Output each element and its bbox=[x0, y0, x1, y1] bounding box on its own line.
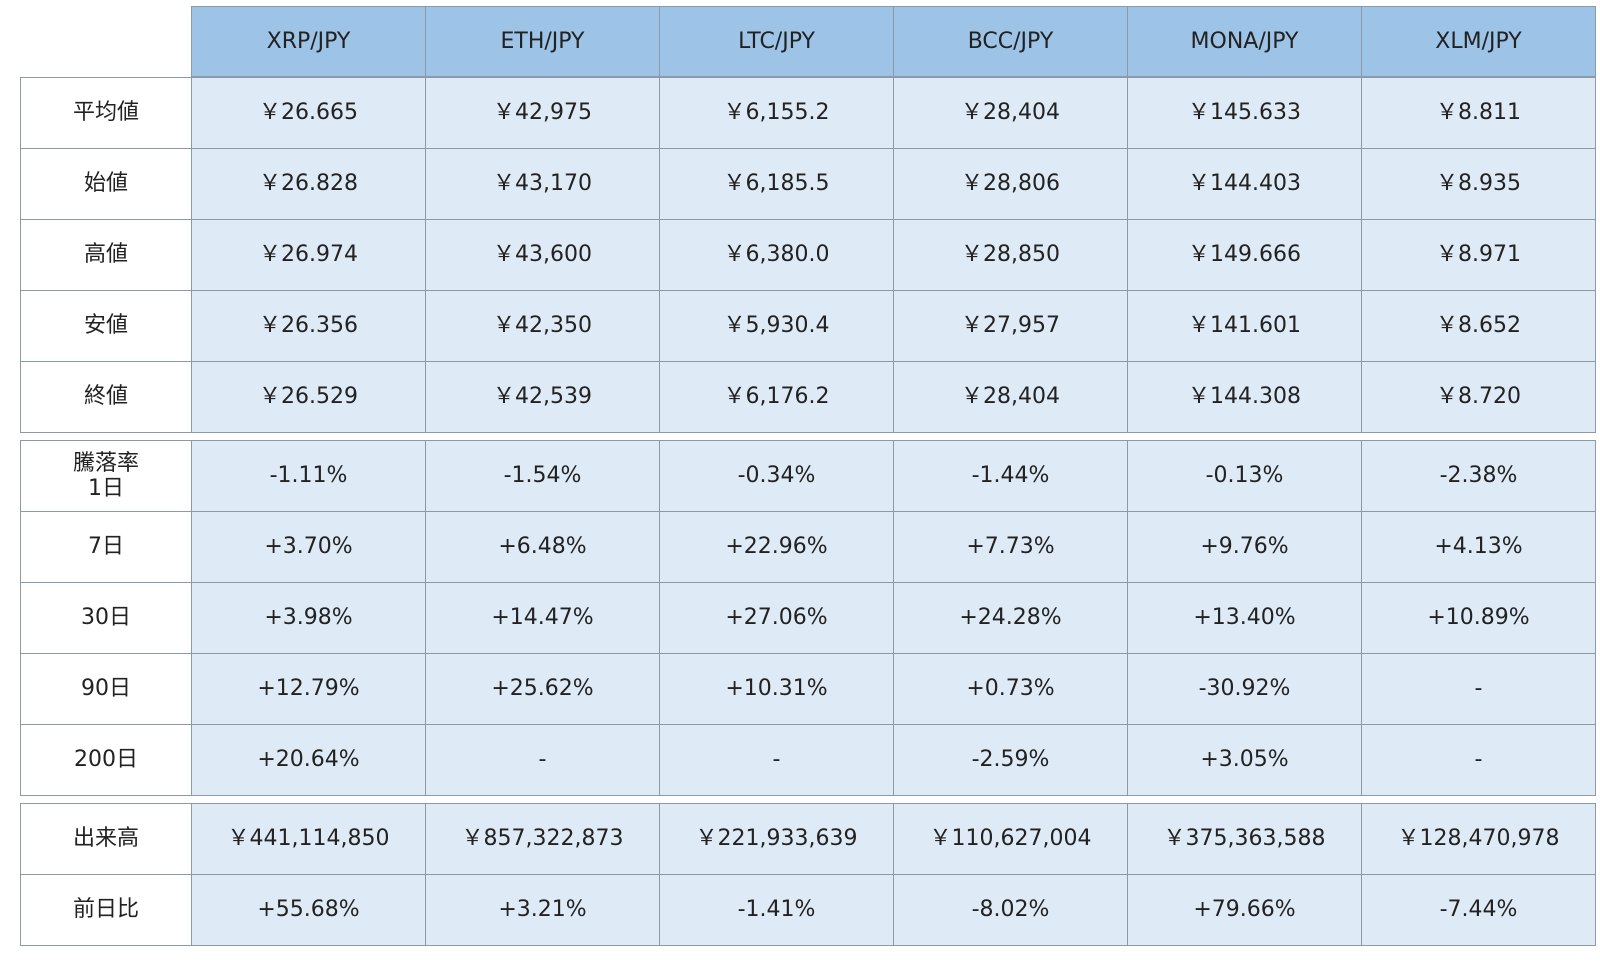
table-cell: ￥375,363,588 bbox=[1127, 803, 1362, 875]
table-cell: +22.96% bbox=[659, 511, 894, 583]
table-cell: +9.76% bbox=[1127, 511, 1362, 583]
table-cell: ￥26.665 bbox=[191, 77, 426, 149]
table-cell: ￥6,155.2 bbox=[659, 77, 894, 149]
table-cell: ￥441,114,850 bbox=[191, 803, 426, 875]
table-cell: ￥8.652 bbox=[1361, 290, 1596, 362]
table-cell: ￥8.935 bbox=[1361, 148, 1596, 220]
table-cell: ￥42,539 bbox=[425, 361, 660, 433]
column-header: MONA/JPY bbox=[1127, 6, 1362, 77]
row-label: 7日 bbox=[20, 511, 192, 583]
column-header: ETH/JPY bbox=[425, 6, 660, 77]
row-label: 200日 bbox=[20, 724, 192, 796]
table-cell: -0.34% bbox=[659, 440, 894, 512]
table-cell: ￥28,850 bbox=[893, 219, 1128, 291]
table-cell: ￥8.971 bbox=[1361, 219, 1596, 291]
column-header: XRP/JPY bbox=[191, 6, 426, 77]
row-label: 出来高 bbox=[20, 803, 192, 875]
table-cell: - bbox=[659, 724, 894, 796]
table-cell: +24.28% bbox=[893, 582, 1128, 654]
row-label: 騰落率 1日 bbox=[20, 440, 192, 512]
row-label: 安値 bbox=[20, 290, 192, 362]
row-label: 始値 bbox=[20, 148, 192, 220]
table-cell: -30.92% bbox=[1127, 653, 1362, 725]
table-cell: -1.11% bbox=[191, 440, 426, 512]
table-cell: +3.05% bbox=[1127, 724, 1362, 796]
table-cell: +3.98% bbox=[191, 582, 426, 654]
table-cell: ￥42,975 bbox=[425, 77, 660, 149]
table-cell: +3.21% bbox=[425, 874, 660, 946]
table-cell: +0.73% bbox=[893, 653, 1128, 725]
table-cell: ￥149.666 bbox=[1127, 219, 1362, 291]
table-cell: ￥128,470,978 bbox=[1361, 803, 1596, 875]
column-header: BCC/JPY bbox=[893, 6, 1128, 77]
table-cell: ￥6,185.5 bbox=[659, 148, 894, 220]
table-cell: +20.64% bbox=[191, 724, 426, 796]
table-cell: -1.54% bbox=[425, 440, 660, 512]
table-cell: ￥26.356 bbox=[191, 290, 426, 362]
table-cell: ￥6,176.2 bbox=[659, 361, 894, 433]
table-cell: +55.68% bbox=[191, 874, 426, 946]
table-cell: - bbox=[1361, 653, 1596, 725]
table-cell: ￥144.308 bbox=[1127, 361, 1362, 433]
table-cell: ￥221,933,639 bbox=[659, 803, 894, 875]
table-cell: ￥27,957 bbox=[893, 290, 1128, 362]
table-cell: +10.31% bbox=[659, 653, 894, 725]
table-cell: +6.48% bbox=[425, 511, 660, 583]
table-cell: ￥43,170 bbox=[425, 148, 660, 220]
table-cell: +3.70% bbox=[191, 511, 426, 583]
table-cell: ￥26.828 bbox=[191, 148, 426, 220]
table-cell: -7.44% bbox=[1361, 874, 1596, 946]
row-label: 90日 bbox=[20, 653, 192, 725]
row-label: 高値 bbox=[20, 219, 192, 291]
table-cell: +10.89% bbox=[1361, 582, 1596, 654]
table-cell: ￥28,404 bbox=[893, 361, 1128, 433]
table-cell: -1.41% bbox=[659, 874, 894, 946]
table-cell: - bbox=[425, 724, 660, 796]
table-cell: ￥6,380.0 bbox=[659, 219, 894, 291]
row-label: 終値 bbox=[20, 361, 192, 433]
table-cell: +7.73% bbox=[893, 511, 1128, 583]
table-cell: ￥141.601 bbox=[1127, 290, 1362, 362]
table-cell: -2.59% bbox=[893, 724, 1128, 796]
table-cell: ￥144.403 bbox=[1127, 148, 1362, 220]
row-label: 前日比 bbox=[20, 874, 192, 946]
table-cell: +12.79% bbox=[191, 653, 426, 725]
table-cell: ￥42,350 bbox=[425, 290, 660, 362]
table-cell: - bbox=[1361, 724, 1596, 796]
table-cell: ￥26.529 bbox=[191, 361, 426, 433]
table-cell: +27.06% bbox=[659, 582, 894, 654]
table-cell: ￥145.633 bbox=[1127, 77, 1362, 149]
table-cell: ￥28,806 bbox=[893, 148, 1128, 220]
table-cell: ￥857,322,873 bbox=[425, 803, 660, 875]
table-cell: ￥43,600 bbox=[425, 219, 660, 291]
table-cell: -2.38% bbox=[1361, 440, 1596, 512]
row-label: 平均値 bbox=[20, 77, 192, 149]
table-cell: +25.62% bbox=[425, 653, 660, 725]
table-cell: -1.44% bbox=[893, 440, 1128, 512]
table-cell: ￥26.974 bbox=[191, 219, 426, 291]
table-cell: ￥5,930.4 bbox=[659, 290, 894, 362]
table-cell: ￥8.720 bbox=[1361, 361, 1596, 433]
table-cell: +13.40% bbox=[1127, 582, 1362, 654]
row-label: 30日 bbox=[20, 582, 192, 654]
table-cell: ￥110,627,004 bbox=[893, 803, 1128, 875]
table-cell: +4.13% bbox=[1361, 511, 1596, 583]
table-cell: ￥28,404 bbox=[893, 77, 1128, 149]
table-cell: -8.02% bbox=[893, 874, 1128, 946]
table-cell: -0.13% bbox=[1127, 440, 1362, 512]
column-header: LTC/JPY bbox=[659, 6, 894, 77]
table-cell: ￥8.811 bbox=[1361, 77, 1596, 149]
column-header: XLM/JPY bbox=[1361, 6, 1596, 77]
table-cell: +14.47% bbox=[425, 582, 660, 654]
table-cell: +79.66% bbox=[1127, 874, 1362, 946]
